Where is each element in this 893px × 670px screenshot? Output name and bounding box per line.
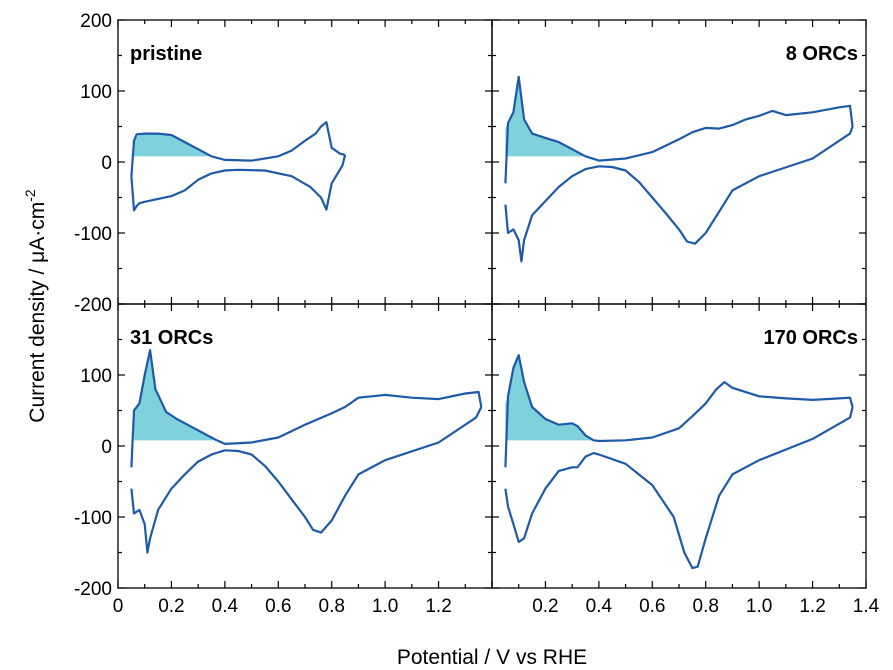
y-tick-label: -100 <box>74 508 112 529</box>
cv-curve-cathodic-3 <box>504 406 854 570</box>
x-tick-label: 0.8 <box>319 596 345 617</box>
x-tick-label: 1.0 <box>372 596 398 617</box>
x-axis-title: Potential / V vs RHE <box>397 646 587 669</box>
hupd-shade-2 <box>134 350 217 441</box>
hupd-shade-0 <box>134 133 212 157</box>
x-tick-label: 0.6 <box>639 596 665 617</box>
y-tick-label: 100 <box>80 82 112 103</box>
y-axis-title-superscript: -2 <box>22 189 38 202</box>
y-axis-title: Current density / μA·cm-2 <box>22 189 49 423</box>
panel-label-3: 170 ORCs <box>764 327 859 349</box>
x-tick-label: 0.4 <box>586 596 613 617</box>
panel-label-1: 8 ORCs <box>786 43 858 65</box>
y-tick-label: 0 <box>101 437 112 458</box>
hupd-shade-3 <box>505 355 594 441</box>
hupd-shade-1 <box>505 76 586 157</box>
y-tick-label: 100 <box>80 366 112 387</box>
x-tick-label: 0 <box>113 596 124 617</box>
cv-curves <box>130 75 854 570</box>
y-tick-label: 200 <box>80 11 112 32</box>
x-tick-label: 1.0 <box>746 596 772 617</box>
x-tick-label: 1.4 <box>853 596 880 617</box>
x-tick-label: 1.2 <box>425 596 451 617</box>
x-tick-label: 0.2 <box>532 596 558 617</box>
x-tick-label: 0.8 <box>693 596 719 617</box>
x-tick-label: 0.6 <box>265 596 291 617</box>
cv-curve-anodic-0 <box>130 121 346 177</box>
x-tick-label: 0.2 <box>158 596 184 617</box>
panel-label-0: pristine <box>130 43 202 65</box>
y-tick-label: -200 <box>74 579 112 600</box>
panel-labels: pristine 8 ORCs 31 ORCs 170 ORCs <box>130 43 858 349</box>
panel-label-2: 31 ORCs <box>130 327 213 349</box>
y-tick-label: -100 <box>74 224 112 245</box>
hupd-shaded-areas <box>134 76 594 441</box>
axis-ticks: 0 0.2 0.4 0.6 0.8 1.0 1.2 0.2 0.4 0.6 0.8 1.0 1.2 1.4… <box>74 11 880 617</box>
y-tick-label: 0 <box>101 153 112 174</box>
cv-curve-cathodic-0 <box>130 154 347 212</box>
cv-curve-cathodic-2 <box>130 406 483 554</box>
cv-curve-anodic-2 <box>130 349 483 468</box>
cv-curve-anodic-1 <box>504 75 854 184</box>
y-tick-label: -200 <box>74 295 112 316</box>
x-tick-label: 0.4 <box>212 596 239 617</box>
cv-curve-cathodic-1 <box>504 126 854 263</box>
cv-curve-anodic-3 <box>504 354 854 468</box>
x-tick-label: 1.2 <box>799 596 825 617</box>
y-axis-title-main: Current density / μA·cm <box>26 202 49 423</box>
